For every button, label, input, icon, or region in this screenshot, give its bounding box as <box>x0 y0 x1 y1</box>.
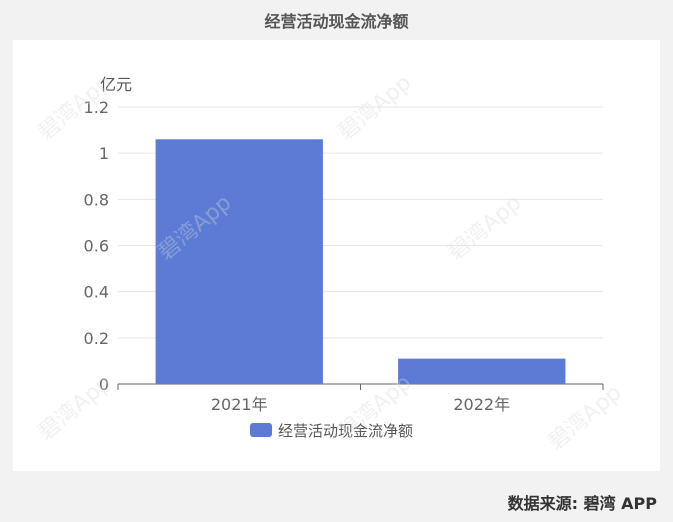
y-axis-unit-label: 亿元 <box>100 75 132 94</box>
y-tick-label: 0.8 <box>84 190 109 209</box>
y-tick-label: 0.4 <box>84 283 109 302</box>
legend-label: 经营活动现金流净额 <box>278 421 414 440</box>
bar <box>155 139 323 384</box>
legend-swatch <box>250 423 272 437</box>
y-tick-label: 0.2 <box>84 329 109 348</box>
x-tick-label: 2022年 <box>453 395 510 414</box>
y-tick-label: 0 <box>99 375 109 394</box>
data-source: 数据来源: 碧湾 APP <box>507 494 657 513</box>
bar-chart: 亿元 0 0.2 0.4 0.6 0.8 1 1.2 2021年 2022年 <box>84 75 604 414</box>
y-tick-label: 1 <box>99 144 109 163</box>
chart-title: 经营活动现金流净额 <box>264 12 409 31</box>
y-tick-label: 0.6 <box>84 237 109 256</box>
y-tick-label: 1.2 <box>84 98 109 117</box>
chart-panel: 亿元 0 0.2 0.4 0.6 0.8 1 1.2 2021年 2022年 经营活动现金流净额 <box>13 40 660 471</box>
x-tick-label: 2021年 <box>211 395 268 414</box>
bar <box>398 358 566 384</box>
legend[interactable]: 经营活动现金流净额 <box>250 419 413 441</box>
